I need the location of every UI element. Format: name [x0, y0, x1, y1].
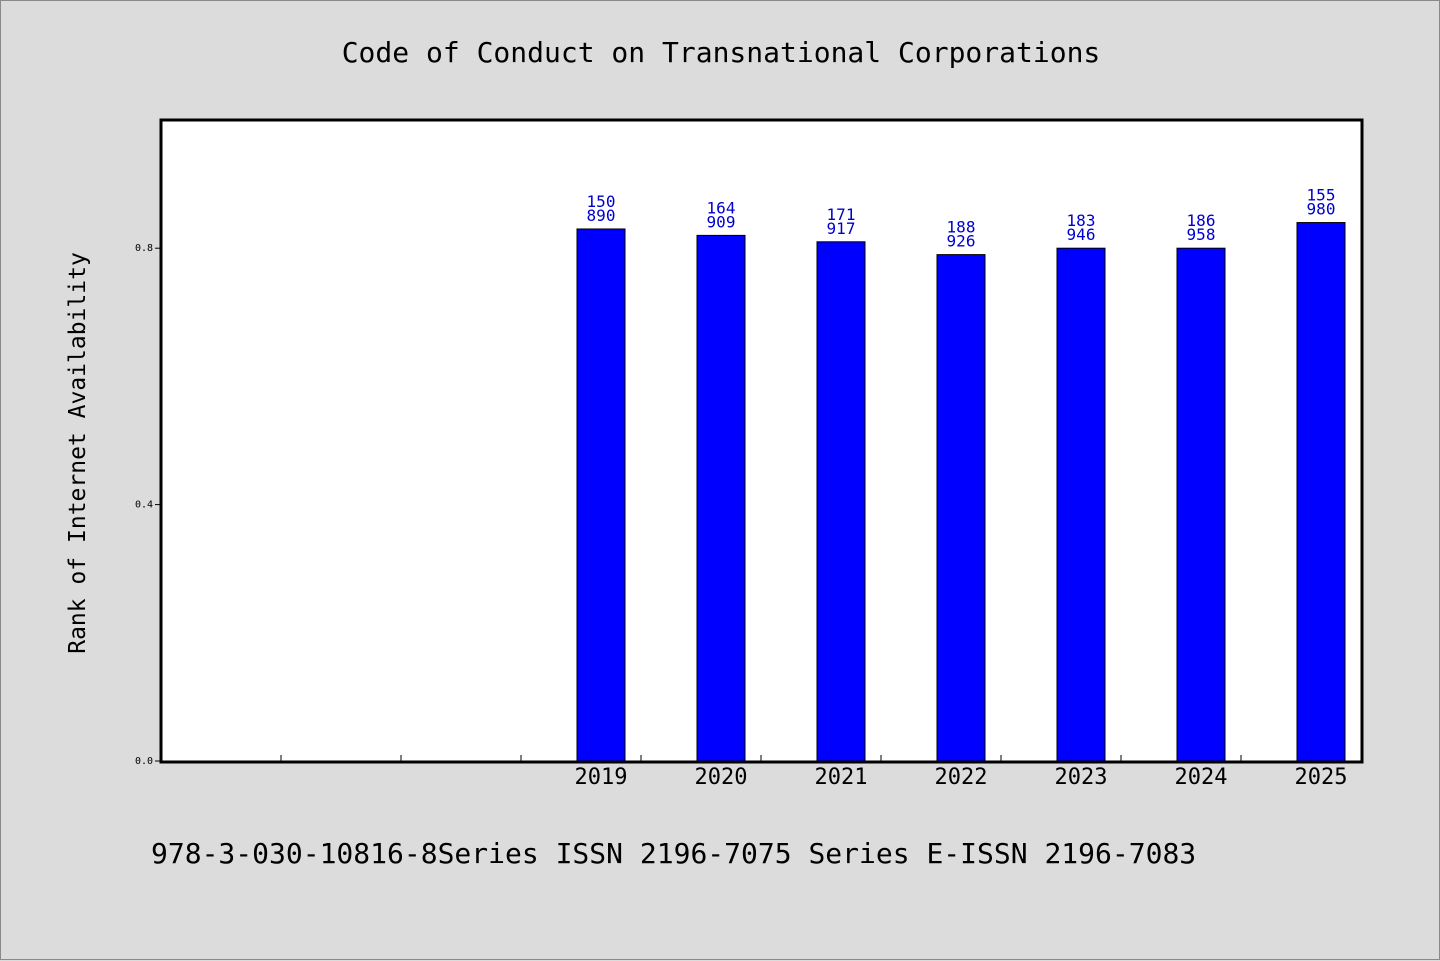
x-tick-label: 2024: [1175, 765, 1228, 790]
bar: [816, 241, 866, 762]
chart-marks: 0.0 0.4 0.8 150 890 2019 164 909 2020 171 917 2021 1…: [135, 186, 1348, 790]
data-label: 188 926: [947, 218, 976, 251]
chart-title: Code of Conduct on Transnational Corpora…: [342, 36, 1101, 69]
bar: [1056, 247, 1106, 762]
y-tick-label: 0.4: [135, 500, 153, 511]
plot-frame: [159, 118, 1364, 764]
plot-area: [161, 120, 1362, 762]
x-tick-label: 2025: [1295, 765, 1348, 790]
y-tick-label: 0.0: [135, 756, 153, 767]
x-tick-label: 2020: [695, 765, 748, 790]
y-tick-label: 0.8: [135, 243, 153, 254]
data-label: 171 917: [827, 205, 856, 238]
y-axis-label: Rank of Internet Availability: [65, 252, 91, 654]
bar: [576, 228, 626, 762]
x-tick-label: 2019: [575, 765, 628, 790]
x-tick-label: 2023: [1055, 765, 1108, 790]
data-label: 150 890: [587, 192, 616, 225]
bar: [936, 254, 986, 762]
data-label: 186 958: [1187, 211, 1216, 244]
bar: [696, 234, 746, 762]
data-label: 155 980: [1307, 186, 1336, 219]
footer-isbn-text: 978-3-030-10816-8Series ISSN 2196-7075 S…: [151, 837, 1196, 870]
bar: [1296, 222, 1346, 762]
data-label: 164 909: [707, 198, 736, 231]
x-tick-label: 2021: [815, 765, 868, 790]
bar: [1176, 247, 1226, 762]
x-tick-label: 2022: [935, 765, 988, 790]
data-label: 183 946: [1067, 211, 1096, 244]
